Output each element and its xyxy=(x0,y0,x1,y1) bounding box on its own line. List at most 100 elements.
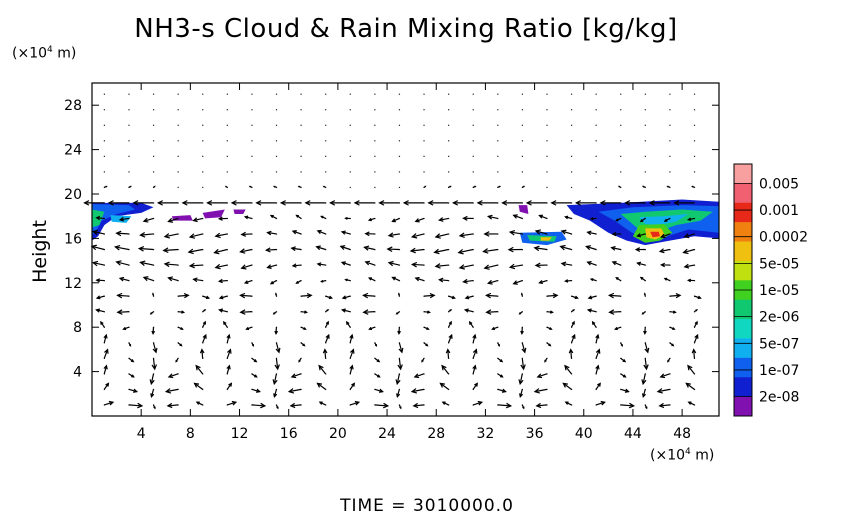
wind-arrow xyxy=(643,327,647,335)
grid-dot xyxy=(423,388,425,391)
wind-arrow xyxy=(486,279,498,285)
grid-dot xyxy=(177,233,179,235)
grid-dot xyxy=(251,249,253,251)
wind-arrow-head xyxy=(518,379,524,386)
wind-arrow-head xyxy=(224,185,227,188)
grid-dot xyxy=(669,109,671,111)
wind-arrow-head xyxy=(427,200,434,206)
wind-arrow xyxy=(239,309,252,315)
colorbar-swatch xyxy=(734,183,752,204)
wind-arrow-head xyxy=(497,344,500,347)
grid-dot xyxy=(620,326,622,328)
wind-arrow-head xyxy=(387,232,394,238)
wind-arrow xyxy=(199,348,205,359)
wind-arrow-shaft xyxy=(561,262,572,266)
wind-arrow-shaft xyxy=(194,382,204,390)
grid-dot xyxy=(423,171,425,173)
wind-arrow-shaft xyxy=(150,373,155,384)
grid-dot xyxy=(693,233,696,235)
wind-arrow-shaft xyxy=(435,233,449,238)
grid-dot xyxy=(472,217,474,220)
wind-arrow xyxy=(595,400,606,406)
wind-arrow-shaft xyxy=(195,365,204,375)
wind-arrow-shaft xyxy=(241,264,253,269)
wind-arrow-shaft xyxy=(587,231,597,235)
grid-dot xyxy=(177,388,179,391)
grid-dot xyxy=(398,233,401,235)
wind-arrow-head xyxy=(188,262,195,269)
wind-arrow xyxy=(275,404,279,410)
wind-arrow xyxy=(472,185,477,188)
grid-dot xyxy=(472,202,474,204)
grid-dot xyxy=(521,109,523,111)
wind-arrow-shaft xyxy=(423,294,435,297)
wind-arrow-shaft xyxy=(219,279,228,282)
wind-arrow xyxy=(300,326,307,330)
wind-arrow-shaft xyxy=(289,388,302,393)
wind-arrow xyxy=(445,348,451,359)
wind-arrow-shaft xyxy=(349,401,359,406)
wind-arrow xyxy=(325,309,330,313)
grid-dot xyxy=(570,233,573,235)
grid-dot xyxy=(177,280,179,282)
grid-dot xyxy=(472,373,474,375)
grid-dot xyxy=(620,124,622,126)
grid-dot xyxy=(693,93,696,95)
grid-dot xyxy=(497,202,499,204)
wind-arrow xyxy=(686,217,695,222)
wind-arrow-head xyxy=(163,233,170,239)
grid-dot xyxy=(374,233,376,235)
grid-dot xyxy=(374,140,376,142)
wind-arrow-head xyxy=(364,231,370,237)
wind-arrow-head xyxy=(183,292,190,299)
wind-arrow xyxy=(398,404,402,410)
wind-arrow xyxy=(95,215,105,221)
wind-arrow-shaft xyxy=(226,334,230,343)
wind-arrow-head xyxy=(634,247,641,252)
grid-dot xyxy=(546,217,548,220)
wind-arrow-shaft xyxy=(684,233,695,238)
grid-dot xyxy=(300,404,302,406)
wind-arrow xyxy=(266,230,277,236)
grid-dot xyxy=(103,388,105,391)
wind-arrow xyxy=(562,382,572,390)
wind-arrow xyxy=(167,217,179,223)
wind-arrow-shaft xyxy=(534,388,547,393)
wind-arrow-head xyxy=(349,333,354,339)
grid-dot xyxy=(202,171,204,173)
wind-arrow-head xyxy=(395,379,401,386)
wind-arrow-head xyxy=(691,348,697,354)
wind-arrow-shaft xyxy=(684,264,695,268)
wind-arrow-shaft xyxy=(412,233,425,238)
wind-arrow-head xyxy=(599,200,606,206)
wind-arrow xyxy=(687,364,695,375)
wind-arrow xyxy=(95,295,105,300)
wind-arrow-shaft xyxy=(441,365,449,375)
wind-arrow-head xyxy=(253,359,258,363)
grid-dot xyxy=(251,155,253,157)
colorbar-swatch xyxy=(734,338,752,359)
wind-arrow-head xyxy=(648,200,655,206)
cloud-region-7 xyxy=(518,205,529,214)
wind-arrow xyxy=(669,292,682,299)
wind-arrow xyxy=(468,320,474,328)
wind-arrow-shaft xyxy=(364,246,375,251)
grid-dot xyxy=(595,280,597,282)
wind-arrow-head xyxy=(550,200,557,206)
grid-dot xyxy=(620,264,622,266)
wind-arrow-shaft xyxy=(193,217,203,222)
wind-arrow xyxy=(152,404,156,410)
grid-dot xyxy=(202,155,204,157)
wind-arrow-head xyxy=(595,348,601,354)
wind-arrow xyxy=(643,358,649,371)
grid-dot xyxy=(177,93,179,95)
grid-dot xyxy=(177,249,179,251)
wind-arrow xyxy=(118,216,129,222)
grid-dot xyxy=(349,357,351,359)
wind-arrow xyxy=(128,402,144,409)
wind-arrow xyxy=(518,311,523,315)
wind-arrow-head xyxy=(429,292,436,299)
grid-dot xyxy=(349,109,351,111)
wind-arrow xyxy=(409,247,425,254)
wind-arrow-shaft xyxy=(560,245,572,251)
